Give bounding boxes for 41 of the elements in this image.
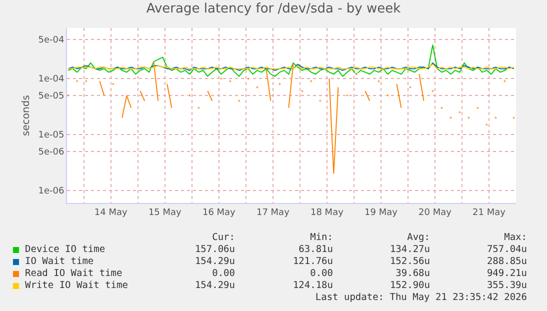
text: 63.81u bbox=[298, 244, 333, 256]
x-tick-label: 18 May bbox=[310, 208, 344, 218]
text: Avg: bbox=[407, 232, 430, 244]
x-tick-label: 16 May bbox=[202, 208, 236, 218]
text: 154.29u bbox=[194, 256, 235, 268]
legend-label: IO Wait time bbox=[25, 256, 94, 268]
text: 757.04u bbox=[486, 244, 527, 256]
legend-label: Device IO time bbox=[25, 244, 106, 256]
y-axis-title: seconds bbox=[21, 95, 32, 136]
text: 154.29u bbox=[194, 280, 235, 292]
legend-label: Read IO Wait time bbox=[25, 268, 122, 280]
text: 152.56u bbox=[390, 256, 430, 268]
x-tick-label: 17 May bbox=[256, 208, 290, 218]
text: 152.90u bbox=[390, 280, 430, 292]
y-tick-label: 5e-05 bbox=[38, 92, 64, 102]
x-tick-label: 15 May bbox=[148, 208, 182, 218]
text: 121.76u bbox=[292, 256, 333, 268]
text: 39.68u bbox=[396, 268, 430, 280]
text: 157.06u bbox=[194, 244, 235, 256]
text: 124.18u bbox=[292, 280, 333, 292]
text: Last update: Thu May 21 23:35:42 2026 bbox=[315, 292, 527, 304]
text: Cur: bbox=[212, 232, 235, 244]
text: 288.85u bbox=[486, 256, 527, 268]
text: 0.00 bbox=[212, 268, 235, 280]
chart-title: Average latency for /dev/sda - by week bbox=[146, 2, 402, 17]
text: 355.39u bbox=[486, 280, 527, 292]
y-tick-label: 5e-04 bbox=[38, 36, 64, 46]
text: Max: bbox=[504, 232, 527, 244]
text: Min: bbox=[310, 232, 333, 244]
x-tick-label: 19 May bbox=[364, 208, 398, 218]
x-tick-label: 14 May bbox=[94, 208, 128, 218]
x-tick-label: 21 May bbox=[472, 208, 506, 218]
y-tick-label: 1e-05 bbox=[38, 130, 64, 141]
legend-label: Write IO Wait time bbox=[25, 280, 128, 292]
y-tick-label: 5e-06 bbox=[38, 148, 64, 158]
y-tick-label: 1e-06 bbox=[38, 186, 64, 197]
text: 949.21u bbox=[486, 268, 527, 280]
text: 134.27u bbox=[390, 244, 430, 256]
x-tick-label: 20 May bbox=[418, 208, 452, 218]
text: 0.00 bbox=[310, 268, 333, 280]
y-tick-label: 1e-04 bbox=[38, 74, 64, 85]
